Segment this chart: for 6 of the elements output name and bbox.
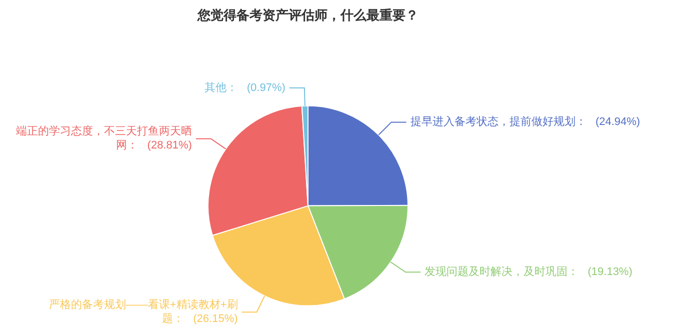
slice-label: 其他： (0.97%) bbox=[204, 80, 286, 94]
slice-label: 提早进入备考状态，提前做好规划： (24.94%) bbox=[410, 115, 640, 128]
slice-label: 发现问题及时解决，及时巩固： (19.13%) bbox=[424, 265, 632, 278]
chart-title: 您觉得备考资产评估师，什么最重要？ bbox=[196, 7, 418, 22]
slice-label: 严格的备考规划——看课+精读教材+刷题： (26.15%) bbox=[48, 298, 238, 326]
slice-label: 端正的学习态度，不三天打鱼两天晒网： (28.81%) bbox=[16, 124, 192, 152]
